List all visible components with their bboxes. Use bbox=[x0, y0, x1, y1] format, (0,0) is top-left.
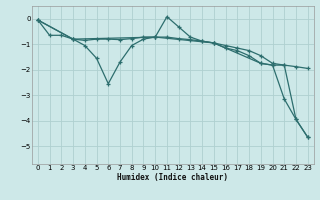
X-axis label: Humidex (Indice chaleur): Humidex (Indice chaleur) bbox=[117, 173, 228, 182]
